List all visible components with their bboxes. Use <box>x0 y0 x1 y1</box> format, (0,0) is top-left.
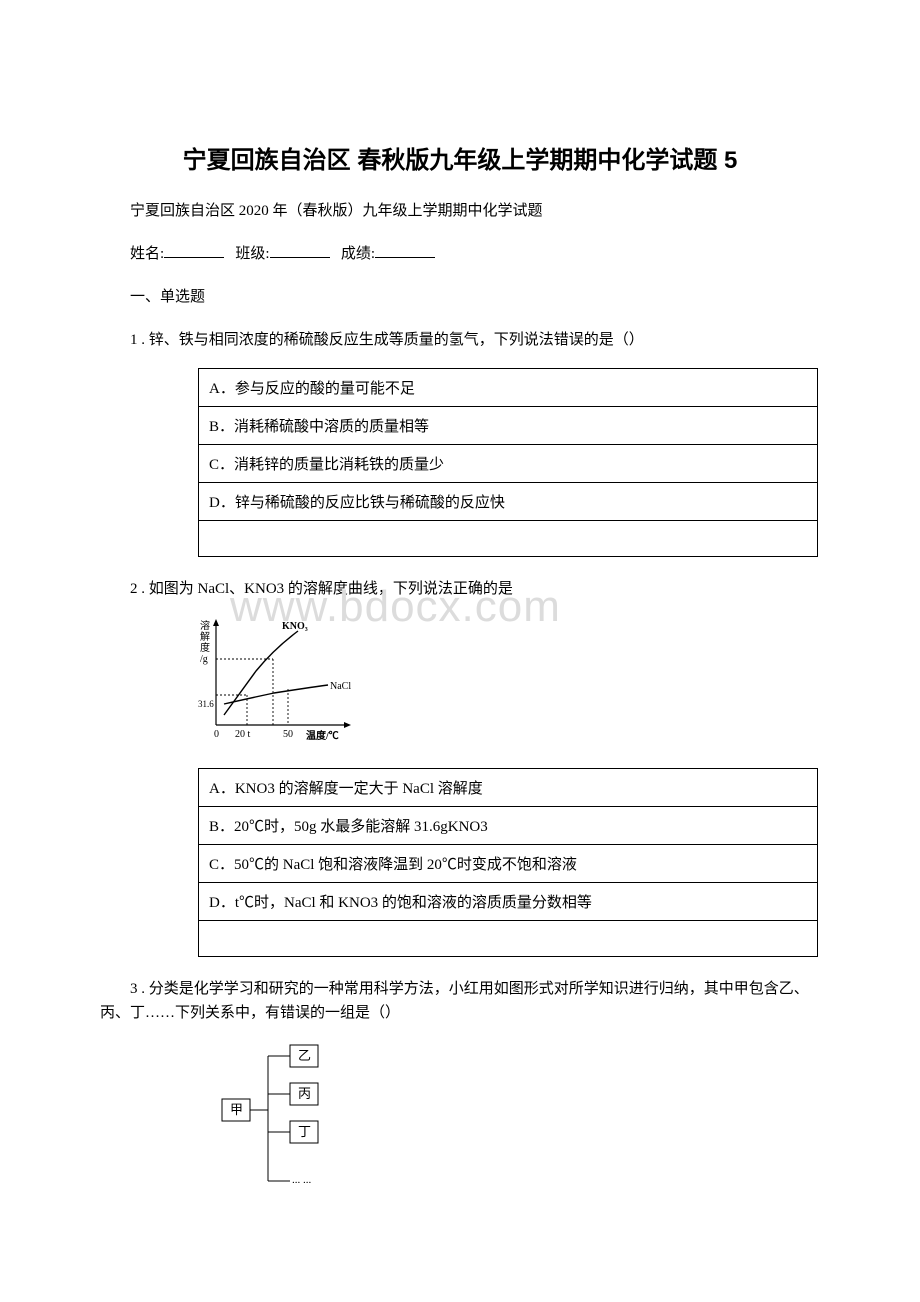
q2-option-d[interactable]: D．t℃时，NaCl 和 KNO3 的饱和溶液的溶质质量分数相等 <box>199 883 818 921</box>
kno3-label: KNO₃ <box>282 621 308 632</box>
question-2-options: A．KNO3 的溶解度一定大于 NaCl 溶解度 B．20℃时，50g 水最多能… <box>198 768 818 957</box>
question-3-stem: 3 . 分类是化学学习和研究的一种常用科学方法，小红用如图形式对所学知识进行归纳… <box>100 977 820 1025</box>
section-header: 一、单选题 <box>100 285 820 306</box>
x-axis-label: 温度/℃ <box>306 729 339 742</box>
q2-option-c[interactable]: C．50℃的 NaCl 饱和溶液降温到 20℃时变成不饱和溶液 <box>199 845 818 883</box>
y-tick-label: 31.6 <box>198 699 214 709</box>
svg-text:/g: /g <box>200 654 208 665</box>
q1-option-d[interactable]: D．锌与稀硫酸的反应比铁与稀硫酸的反应快 <box>199 483 818 521</box>
subtitle: 宁夏回族自治区 2020 年（春秋版）九年级上学期期中化学试题 <box>100 199 820 220</box>
child-2: 丙 <box>298 1086 311 1101</box>
x-axis-arrow <box>344 722 351 728</box>
solubility-chart: 溶 解 度 /g KNO₃ NaCl 31.6 0 20 t 50 温度/℃ <box>198 617 820 752</box>
child-3: 丁 <box>298 1124 311 1139</box>
x-tick-0: 0 <box>214 729 219 740</box>
q2-option-a[interactable]: A．KNO3 的溶解度一定大于 NaCl 溶解度 <box>199 769 818 807</box>
question-1-stem: 1 . 锌、铁与相同浓度的稀硫酸反应生成等质量的氢气，下列说法错误的是（） <box>100 328 820 352</box>
student-info-line: 姓名: 班级: 成绩: <box>100 242 820 263</box>
q2-option-b[interactable]: B．20℃时，50g 水最多能溶解 31.6gKNO3 <box>199 807 818 845</box>
class-blank[interactable] <box>270 242 330 258</box>
y-axis-arrow <box>213 619 219 626</box>
x-tick-2: 50 <box>283 729 293 740</box>
class-label: 班级: <box>235 246 269 262</box>
q1-option-blank <box>199 521 818 557</box>
page-title: 宁夏回族自治区 春秋版九年级上学期期中化学试题 5 <box>100 140 820 175</box>
score-blank[interactable] <box>375 242 435 258</box>
child-4: ... ... <box>292 1174 312 1186</box>
q1-option-b[interactable]: B．消耗稀硫酸中溶质的质量相等 <box>199 407 818 445</box>
root-label: 甲 <box>230 1102 243 1117</box>
name-blank[interactable] <box>164 242 224 258</box>
tree-diagram: 甲 乙 丙 丁 ... ... <box>220 1041 820 1191</box>
name-label: 姓名: <box>130 246 164 262</box>
nacl-label: NaCl <box>330 681 351 692</box>
x-tick-1: 20 t <box>235 729 251 740</box>
kno3-curve <box>224 631 298 715</box>
score-label: 成绩: <box>341 246 375 262</box>
y-axis-label: 溶 <box>200 619 210 632</box>
q1-option-a[interactable]: A．参与反应的酸的量可能不足 <box>199 369 818 407</box>
svg-text:度: 度 <box>200 641 210 654</box>
svg-text:解: 解 <box>200 630 210 643</box>
child-1: 乙 <box>298 1048 311 1063</box>
q1-option-c[interactable]: C．消耗锌的质量比消耗铁的质量少 <box>199 445 818 483</box>
q2-option-blank <box>199 921 818 957</box>
question-1-options: A．参与反应的酸的量可能不足 B．消耗稀硫酸中溶质的质量相等 C．消耗锌的质量比… <box>198 368 818 557</box>
